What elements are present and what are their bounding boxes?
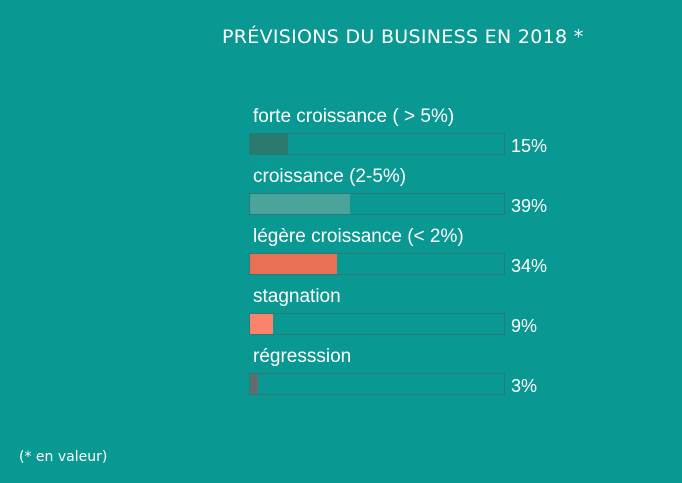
bar-label: légère croissance (< 2%) bbox=[253, 226, 464, 247]
bar bbox=[250, 134, 288, 154]
bar-row: légère croissance (< 2%) 34% bbox=[249, 224, 589, 284]
bar-track bbox=[249, 133, 505, 155]
bar-row: régresssion 3% bbox=[249, 344, 589, 404]
bar-value-label: 39% bbox=[511, 196, 548, 216]
bar-value-label: 15% bbox=[511, 136, 548, 156]
bar-track bbox=[249, 193, 505, 215]
bar-label: croissance (2-5%) bbox=[253, 166, 407, 187]
bar-label: forte croissance ( > 5%) bbox=[253, 106, 455, 127]
footnote: (* en valeur) bbox=[19, 449, 108, 465]
bar-row: stagnation 9% bbox=[249, 284, 589, 344]
bar-chart: forte croissance ( > 5%) 15% croissance (2… bbox=[249, 104, 589, 404]
bar-track bbox=[249, 313, 505, 335]
bar-row: croissance (2-5%) 39% bbox=[249, 164, 589, 224]
bar-track bbox=[249, 253, 505, 275]
bar bbox=[250, 194, 350, 214]
bar bbox=[250, 254, 337, 274]
bar bbox=[250, 374, 258, 394]
bar-value-label: 3% bbox=[511, 376, 538, 396]
bar-value-label: 34% bbox=[511, 256, 548, 276]
bar-label: régresssion bbox=[253, 346, 352, 367]
bar-label: stagnation bbox=[253, 286, 341, 307]
chart-title: PRÉVISIONS DU BUSINESS EN 2018 * bbox=[222, 26, 584, 48]
bar-track bbox=[249, 373, 505, 395]
bar-value-label: 9% bbox=[511, 316, 538, 336]
bar-row: forte croissance ( > 5%) 15% bbox=[249, 104, 589, 164]
bar bbox=[250, 314, 273, 334]
